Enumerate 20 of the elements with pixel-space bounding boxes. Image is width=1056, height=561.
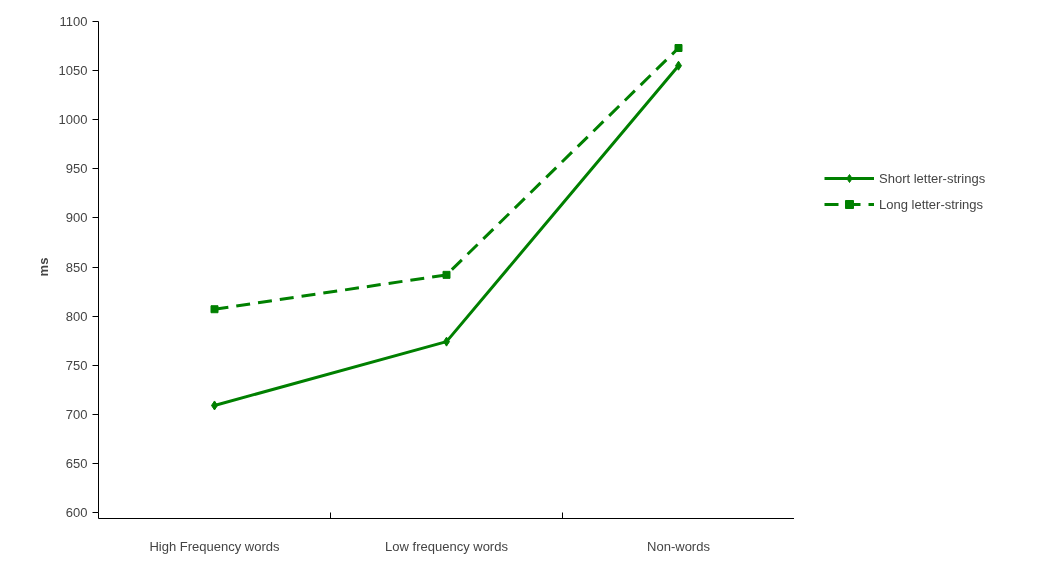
x-tick-label: High Frequency words [149,538,281,554]
y-tick-label: 650 [65,455,88,471]
y-tick-label: 900 [65,210,88,226]
point [210,305,219,314]
y-tick-label: 1100 [59,14,88,29]
y-tick-label: 850 [65,259,88,275]
y-tick-label: 950 [65,161,88,177]
point [442,270,451,279]
y-tick-label: 600 [65,505,88,520]
y-tick-label: 700 [65,406,88,422]
point [674,44,683,53]
x-tick-label: Low frequency words [385,538,509,554]
legend-label: Short letter-strings [879,170,986,186]
legend-label: Long letter-strings [879,196,984,212]
x-tick-label: Non-words [647,538,711,554]
y-tick-label: 1000 [58,112,88,128]
y-axis-title: ms [35,257,51,277]
y-tick-label: 1050 [58,63,88,79]
y-tick-label: 750 [65,357,88,373]
y-tick-label: 800 [65,308,88,324]
